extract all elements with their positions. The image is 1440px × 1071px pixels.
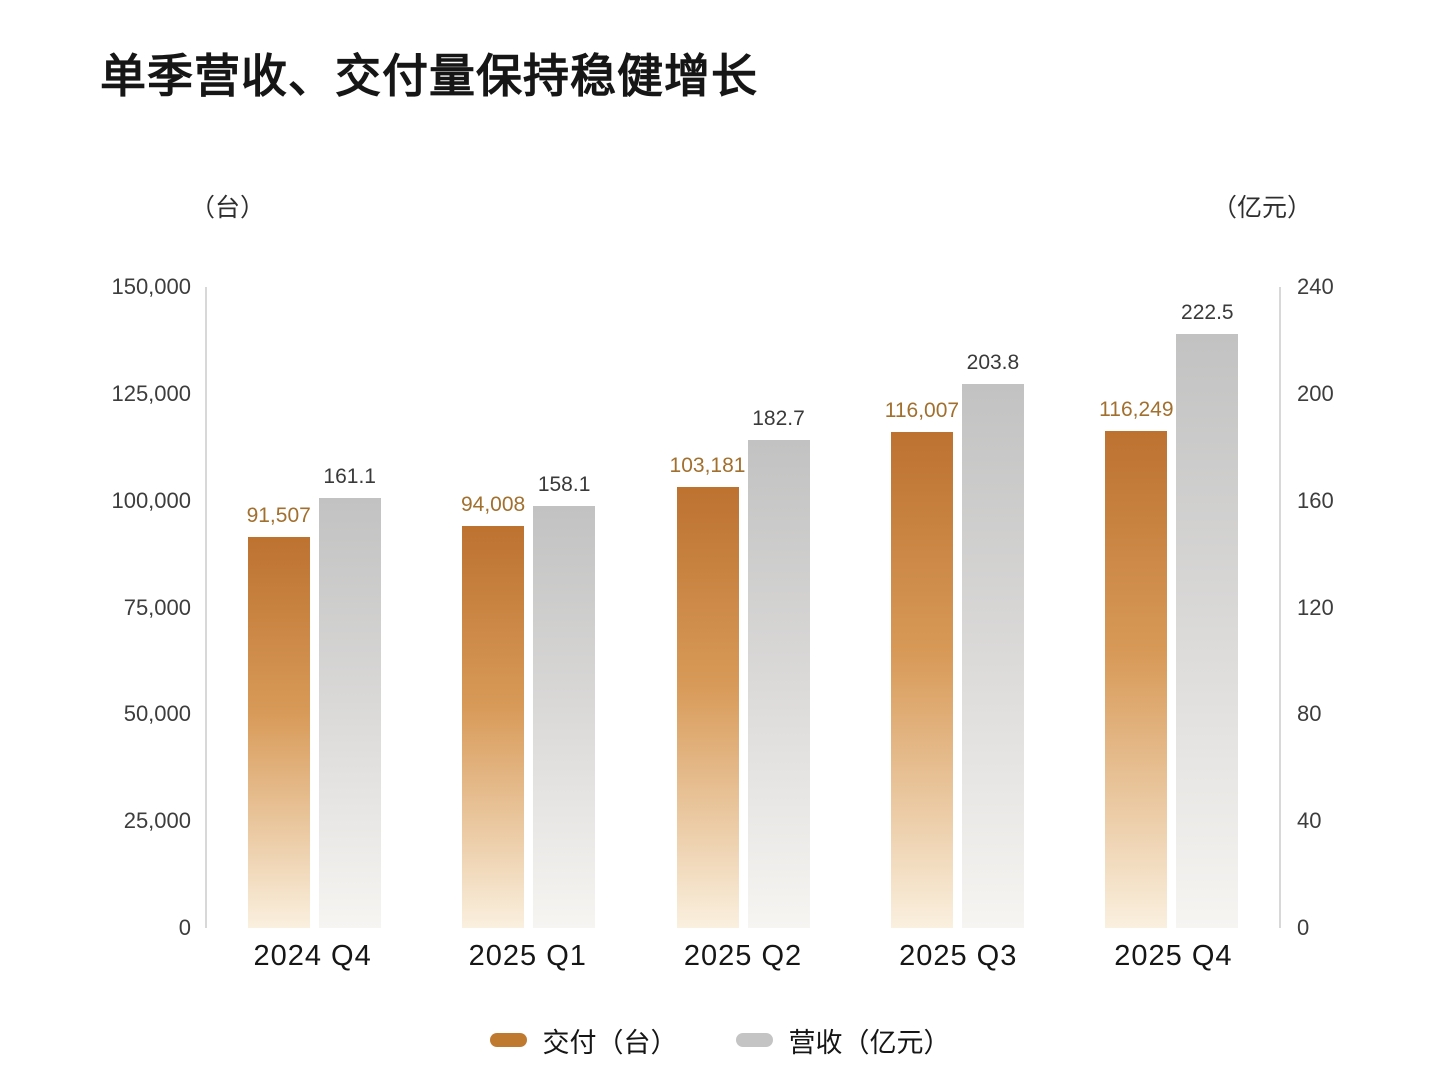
category-label: 2025 Q2: [683, 940, 803, 972]
category-label: 2025 Q1: [468, 940, 587, 972]
bar-group: 94,008 158.1: [421, 287, 635, 928]
bar-value-label: 158.1: [537, 472, 591, 496]
tick-label: 25,000: [123, 808, 191, 834]
delivery-bar: 103,181: [670, 454, 745, 928]
tick-label: 200: [1297, 380, 1334, 406]
tick-label: 80: [1297, 701, 1322, 727]
tick-label: 125,000: [111, 380, 191, 406]
tick-label: 0: [178, 915, 191, 940]
y-axis-left: 150,000 125,000 100,000 75,000 50,000 25,000 0: [0, 274, 191, 940]
legend-item-revenue: 营收（亿元）: [735, 1021, 951, 1060]
bar-value-label: 94,008: [460, 493, 526, 517]
tick-label: 100,000: [111, 487, 191, 513]
legend-swatch-delivery: [489, 1033, 527, 1047]
category-label: 2025 Q4: [1114, 940, 1233, 972]
legend-label: 营收（亿元）: [788, 1027, 951, 1058]
left-axis-unit: （台）: [190, 194, 266, 222]
revenue-bar: 222.5: [1176, 301, 1239, 928]
y-axis-right: 240 200 160 120 80 40 0: [1297, 274, 1417, 940]
delivery-bar: 116,249: [1099, 398, 1174, 928]
bar-value-label: 103,181: [669, 454, 746, 478]
bar-value-label: 91,507: [246, 503, 311, 527]
revenue-bar: 161.1: [318, 465, 381, 928]
category-label: 2024 Q4: [253, 940, 372, 972]
revenue-bar: 203.8: [961, 351, 1024, 928]
tick-label: 40: [1297, 808, 1322, 834]
tick-label: 50,000: [123, 701, 191, 727]
tick-label: 0: [1297, 915, 1310, 940]
page-title: 单季营收、交付量保持稳健增长: [100, 50, 758, 102]
plot-area: 91,507 161.1 94,008 158.1 103,181 182.7 116,00…: [205, 287, 1281, 928]
bar-value-label: 182.7: [752, 407, 805, 431]
bar-group: 91,507 161.1: [207, 287, 421, 928]
bar-value-label: 161.1: [323, 464, 376, 488]
tick-label: 120: [1297, 594, 1334, 620]
legend: 交付（台） 营收（亿元）: [0, 1016, 1440, 1064]
bar-value-label: 222.5: [1181, 300, 1234, 324]
bar-value-label: 116,249: [1099, 398, 1174, 422]
right-axis-unit: （亿元）: [1211, 194, 1312, 222]
revenue-bar: 182.7: [747, 407, 810, 928]
bar-group: 116,249 222.5: [1065, 287, 1279, 928]
delivery-bar: 94,008: [461, 493, 525, 928]
x-axis-categories: 2024 Q4 2025 Q1 2025 Q2 2025 Q3 2025 Q4: [205, 940, 1281, 973]
category-label: 2025 Q3: [899, 940, 1018, 972]
legend-label: 交付（台）: [542, 1027, 678, 1058]
tick-label: 240: [1297, 274, 1334, 299]
tick-label: 160: [1297, 487, 1334, 513]
bar-group: 103,181 182.7: [636, 287, 850, 928]
legend-item-delivery: 交付（台）: [489, 1021, 678, 1060]
tick-label: 75,000: [123, 594, 191, 620]
revenue-bar: 158.1: [533, 473, 596, 928]
delivery-bar: 116,007: [885, 399, 959, 928]
delivery-bar: 91,507: [247, 504, 311, 928]
tick-label: 150,000: [111, 274, 191, 299]
bar-value-label: 203.8: [966, 350, 1020, 374]
bar-groups: 91,507 161.1 94,008 158.1 103,181 182.7 116,00…: [207, 287, 1279, 928]
bar-value-label: 116,007: [884, 399, 960, 423]
legend-swatch-revenue: [735, 1033, 773, 1047]
bar-group: 116,007 203.8: [850, 287, 1064, 928]
